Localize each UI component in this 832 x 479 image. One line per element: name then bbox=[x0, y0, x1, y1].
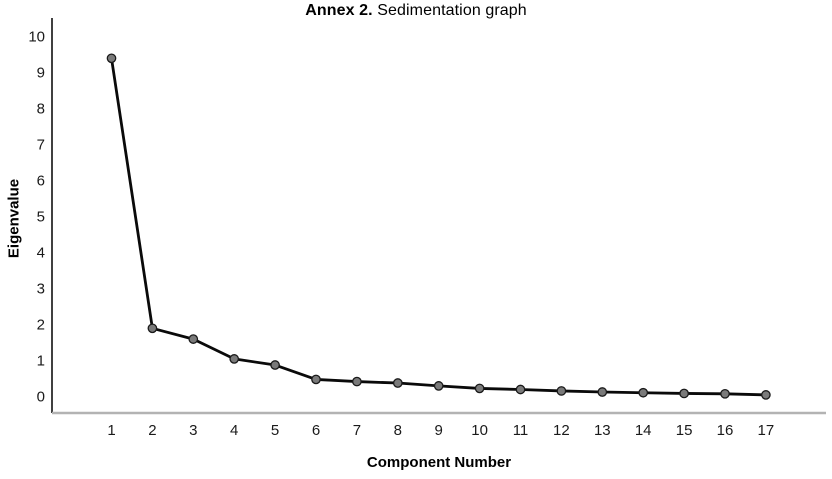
data-point bbox=[515, 384, 526, 395]
y-tick-label: 6 bbox=[37, 173, 45, 190]
chart-title-text: Sedimentation graph bbox=[372, 2, 527, 19]
y-tick-label: 8 bbox=[37, 101, 45, 118]
data-point bbox=[311, 374, 321, 385]
x-tick-label: 15 bbox=[676, 422, 693, 439]
x-tick-label: 16 bbox=[717, 422, 734, 439]
y-axis-title: Eigenvalue bbox=[5, 178, 23, 259]
y-tick-label: 5 bbox=[37, 209, 45, 226]
data-point bbox=[352, 376, 362, 387]
data-point bbox=[433, 381, 444, 391]
x-tick-label: 10 bbox=[471, 422, 488, 439]
x-tick-label: 17 bbox=[758, 422, 775, 439]
data-point bbox=[638, 387, 649, 398]
y-tick-label: 0 bbox=[37, 389, 45, 406]
x-tick-label: 8 bbox=[394, 422, 402, 439]
y-tick-label: 7 bbox=[37, 137, 45, 154]
y-tick-label: 10 bbox=[28, 29, 45, 46]
data-point bbox=[556, 386, 567, 396]
data-point bbox=[270, 360, 280, 370]
x-tick-label: 1 bbox=[107, 422, 115, 439]
x-tick-label: 9 bbox=[435, 422, 443, 439]
eigenvalue-line bbox=[110, 56, 768, 397]
data-point bbox=[147, 323, 158, 334]
data-point bbox=[720, 388, 730, 399]
data-point bbox=[106, 53, 117, 64]
y-tick-label: 2 bbox=[37, 317, 45, 334]
data-point bbox=[229, 354, 240, 364]
x-tick-label: 11 bbox=[513, 422, 529, 439]
y-tick-label: 9 bbox=[37, 65, 45, 82]
y-tick-label: 3 bbox=[37, 281, 45, 298]
x-tick-label: 2 bbox=[148, 422, 156, 439]
data-point bbox=[474, 383, 485, 394]
x-tick-label: 3 bbox=[189, 422, 197, 439]
data-point bbox=[679, 388, 689, 399]
x-tick-label: 5 bbox=[271, 422, 279, 439]
x-axis-title: Component Number bbox=[366, 454, 512, 471]
chart-title: Annex 2. Sedimentation graph bbox=[0, 2, 832, 20]
x-tick-label: 7 bbox=[353, 422, 361, 439]
x-tick-label: 6 bbox=[312, 422, 320, 439]
y-tick-label: 4 bbox=[37, 245, 45, 262]
data-point bbox=[597, 387, 608, 397]
x-tick-label: 4 bbox=[230, 422, 238, 439]
data-point bbox=[761, 390, 771, 400]
y-tick-label: 1 bbox=[37, 353, 45, 370]
x-tick-label: 13 bbox=[594, 422, 611, 439]
chart-title-prefix: Annex 2. bbox=[305, 2, 373, 19]
x-tick-label: 14 bbox=[635, 422, 652, 439]
x-tick-label: 12 bbox=[553, 422, 570, 439]
data-point bbox=[392, 378, 403, 388]
data-point bbox=[188, 334, 199, 344]
